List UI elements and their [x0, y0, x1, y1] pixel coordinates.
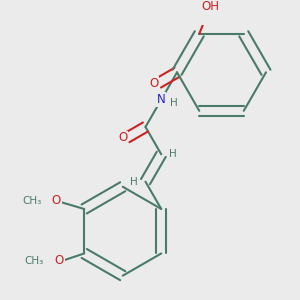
Text: O: O: [118, 131, 127, 144]
Text: O: O: [55, 254, 64, 267]
Text: H: H: [169, 149, 177, 159]
Text: CH₃: CH₃: [25, 256, 44, 266]
Text: OH: OH: [201, 0, 219, 13]
Text: N: N: [157, 93, 166, 106]
Text: H: H: [130, 177, 138, 187]
Text: H: H: [170, 98, 178, 107]
Text: O: O: [52, 194, 61, 207]
Text: O: O: [149, 76, 159, 90]
Text: CH₃: CH₃: [22, 196, 41, 206]
